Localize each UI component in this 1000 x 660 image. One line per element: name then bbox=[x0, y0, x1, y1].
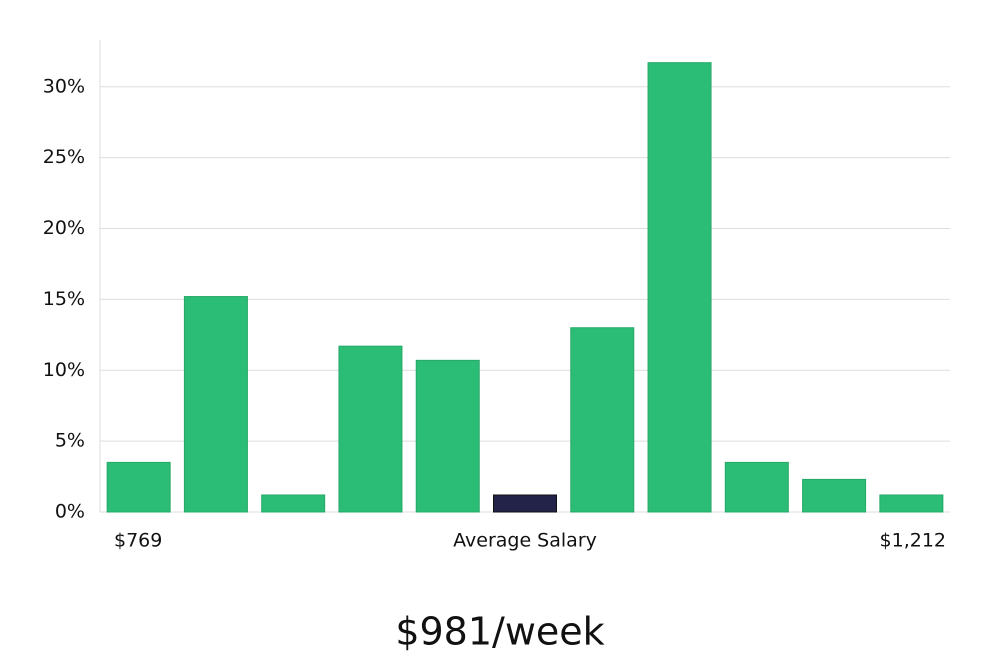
range-max-label: $1,212 bbox=[880, 530, 946, 552]
y-tick-label: 15% bbox=[43, 288, 85, 310]
caption: $981/week bbox=[395, 610, 604, 654]
bar bbox=[338, 345, 403, 513]
y-tick-label: 0% bbox=[55, 501, 85, 523]
y-tick-label: 10% bbox=[43, 359, 85, 381]
bar bbox=[261, 494, 326, 513]
bar bbox=[647, 62, 712, 513]
y-tick-label: 25% bbox=[43, 146, 85, 168]
bar bbox=[493, 494, 557, 513]
bar bbox=[724, 461, 789, 513]
bar bbox=[879, 494, 944, 513]
y-tick-label: 5% bbox=[55, 430, 85, 452]
bar bbox=[106, 461, 171, 513]
range-min-label: $769 bbox=[114, 530, 162, 552]
bar bbox=[802, 478, 867, 513]
y-tick-label: 30% bbox=[43, 75, 85, 97]
bar bbox=[570, 327, 635, 513]
y-tick-label: 20% bbox=[43, 217, 85, 239]
bar bbox=[183, 296, 248, 513]
x-axis-label: Average Salary bbox=[453, 530, 597, 552]
bar bbox=[415, 359, 480, 513]
